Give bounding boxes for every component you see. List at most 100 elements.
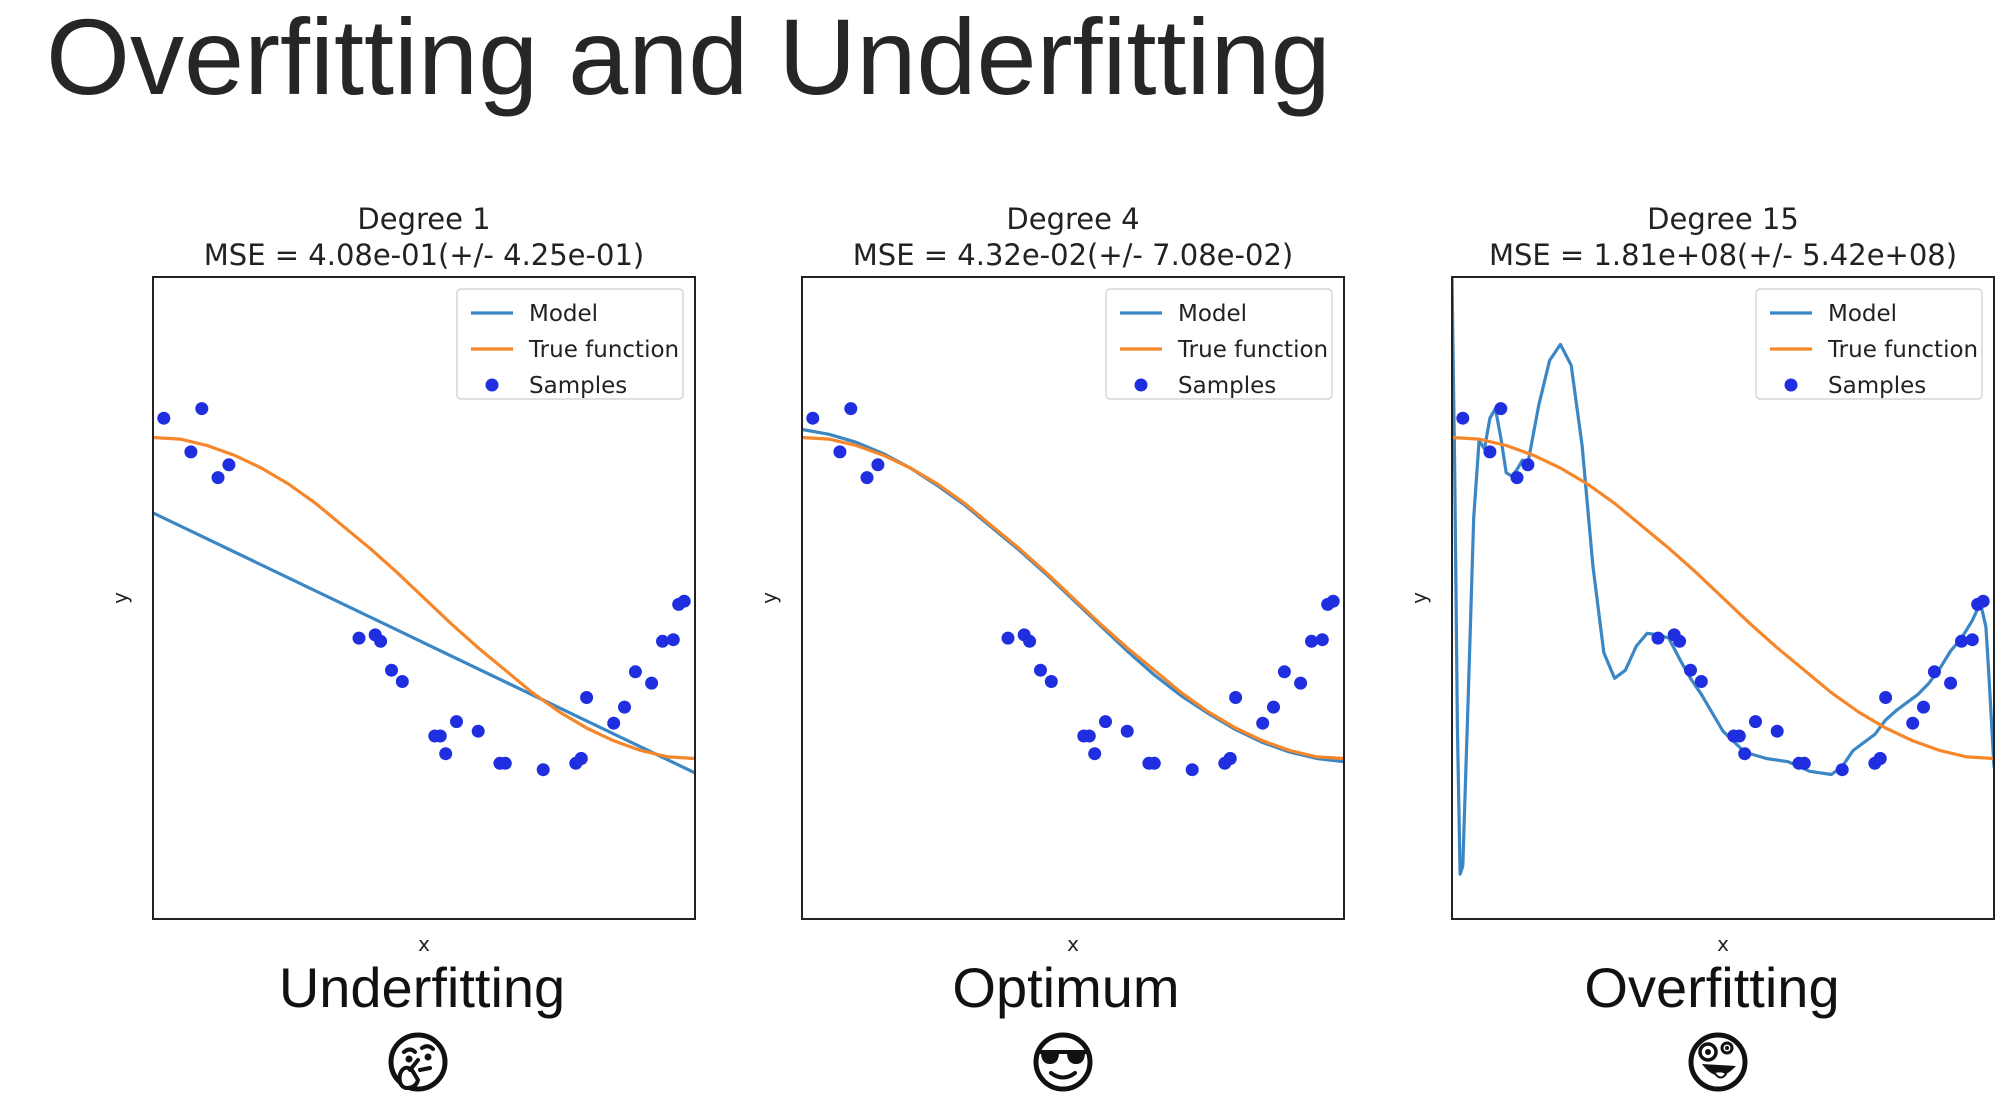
chart-title: Degree 4: [1006, 202, 1139, 236]
sample-point: [1185, 763, 1199, 777]
sample-point: [656, 634, 669, 648]
true-function-line: [1452, 435, 1994, 761]
legend-box: [456, 288, 684, 400]
x-axis-label: x: [418, 932, 430, 956]
sample-point: [536, 763, 550, 777]
sample-point: [1277, 665, 1291, 679]
sample-point: [1917, 700, 1930, 714]
sample-point: [1694, 675, 1708, 688]
sample-point: [184, 445, 198, 459]
sample-point: [580, 691, 594, 704]
sample-point: [1976, 594, 1990, 608]
sample-point: [1483, 445, 1497, 459]
sample-point: [833, 445, 847, 459]
sample-point: [1456, 411, 1470, 425]
sample-point: [1223, 752, 1237, 765]
chart-title: Degree 15: [1647, 202, 1799, 236]
sample-point: [1955, 634, 1968, 648]
sample-point: [498, 756, 512, 770]
legend-label: True function: [1177, 337, 1328, 363]
sample-point: [1835, 763, 1849, 777]
sample-point: [844, 402, 858, 416]
sample-point: [1256, 716, 1270, 730]
plot-area: [802, 402, 1344, 777]
legend-samples-swatch: [1134, 378, 1148, 392]
sample-point: [471, 724, 485, 738]
sample-point: [211, 471, 225, 485]
legend-label: True function: [528, 337, 679, 363]
caption-optimum: Optimum: [952, 956, 1180, 1019]
sample-point: [1082, 729, 1096, 743]
legend-samples-swatch: [1784, 378, 1798, 392]
chart-subtitle: MSE = 4.08e-01(+/- 4.25e-01): [204, 238, 644, 272]
sunglasses-face-icon: [1033, 1032, 1093, 1092]
sample-point: [1267, 700, 1280, 714]
legend-label: Samples: [1178, 373, 1276, 399]
sample-point: [1944, 676, 1958, 690]
plot-area: [1452, 277, 1994, 876]
sample-point: [395, 675, 409, 688]
legend: Model True function Samples: [456, 288, 684, 400]
sample-point: [1494, 402, 1508, 416]
x-axis-label: x: [1717, 932, 1729, 956]
chart-subtitle: MSE = 1.81e+08(+/- 5.42e+08): [1489, 238, 1957, 272]
y-axis-label: y: [757, 592, 781, 604]
axes-frame: [801, 276, 1345, 920]
legend-label: Samples: [529, 373, 627, 399]
sample-point: [1044, 675, 1058, 688]
legend-label: Model: [1178, 301, 1247, 327]
legend-label: Model: [1828, 301, 1897, 327]
sample-point: [677, 594, 691, 608]
plot-area: [153, 402, 695, 777]
sample-point: [1229, 691, 1243, 704]
sample-point: [352, 631, 366, 645]
sample-point: [1099, 715, 1112, 729]
sample-point: [1797, 756, 1811, 770]
zany-face-icon: [1688, 1032, 1748, 1092]
sample-point: [157, 411, 171, 425]
sample-point: [645, 676, 659, 690]
sample-point: [1651, 631, 1665, 645]
sample-point: [1873, 752, 1887, 765]
sample-point: [1684, 663, 1697, 677]
sample-point: [1088, 747, 1102, 761]
sample-point: [450, 715, 463, 729]
sample-point: [1927, 665, 1941, 679]
sample-point: [628, 665, 642, 679]
sample-point: [222, 458, 236, 472]
sample-point: [1294, 676, 1308, 690]
axes-frame: [152, 276, 696, 920]
sample-point: [1315, 633, 1329, 647]
sample-point: [1965, 633, 1979, 647]
sample-point: [1326, 594, 1340, 608]
legend-box: [1105, 288, 1333, 400]
sample-point: [1147, 756, 1161, 770]
sample-point: [1120, 724, 1134, 738]
sample-point: [574, 752, 588, 765]
sample-point: [871, 458, 885, 472]
sample-point: [439, 747, 453, 761]
legend: Model True function Samples: [1755, 288, 1983, 400]
y-axis-label: y: [1407, 592, 1431, 604]
sample-point: [607, 716, 621, 730]
legend: Model True function Samples: [1105, 288, 1333, 400]
model-line: [153, 511, 695, 775]
legend-box: [1755, 288, 1983, 400]
legend-label: Model: [529, 301, 598, 327]
legend-samples-swatch: [485, 378, 499, 392]
chart-title: Degree 1: [357, 202, 490, 236]
sample-point: [860, 471, 874, 485]
true-function-line: [802, 435, 1344, 761]
legend-label: Samples: [1828, 373, 1926, 399]
chart-subtitle: MSE = 4.32e-02(+/- 7.08e-02): [853, 238, 1293, 272]
sample-point: [1906, 716, 1920, 730]
sample-point: [1023, 634, 1037, 648]
caption-underfitting: Underfitting: [278, 956, 566, 1019]
sample-point: [1305, 634, 1318, 648]
axes-frame: [1451, 276, 1995, 920]
sample-point: [1034, 663, 1047, 677]
legend-label: True function: [1827, 337, 1978, 363]
